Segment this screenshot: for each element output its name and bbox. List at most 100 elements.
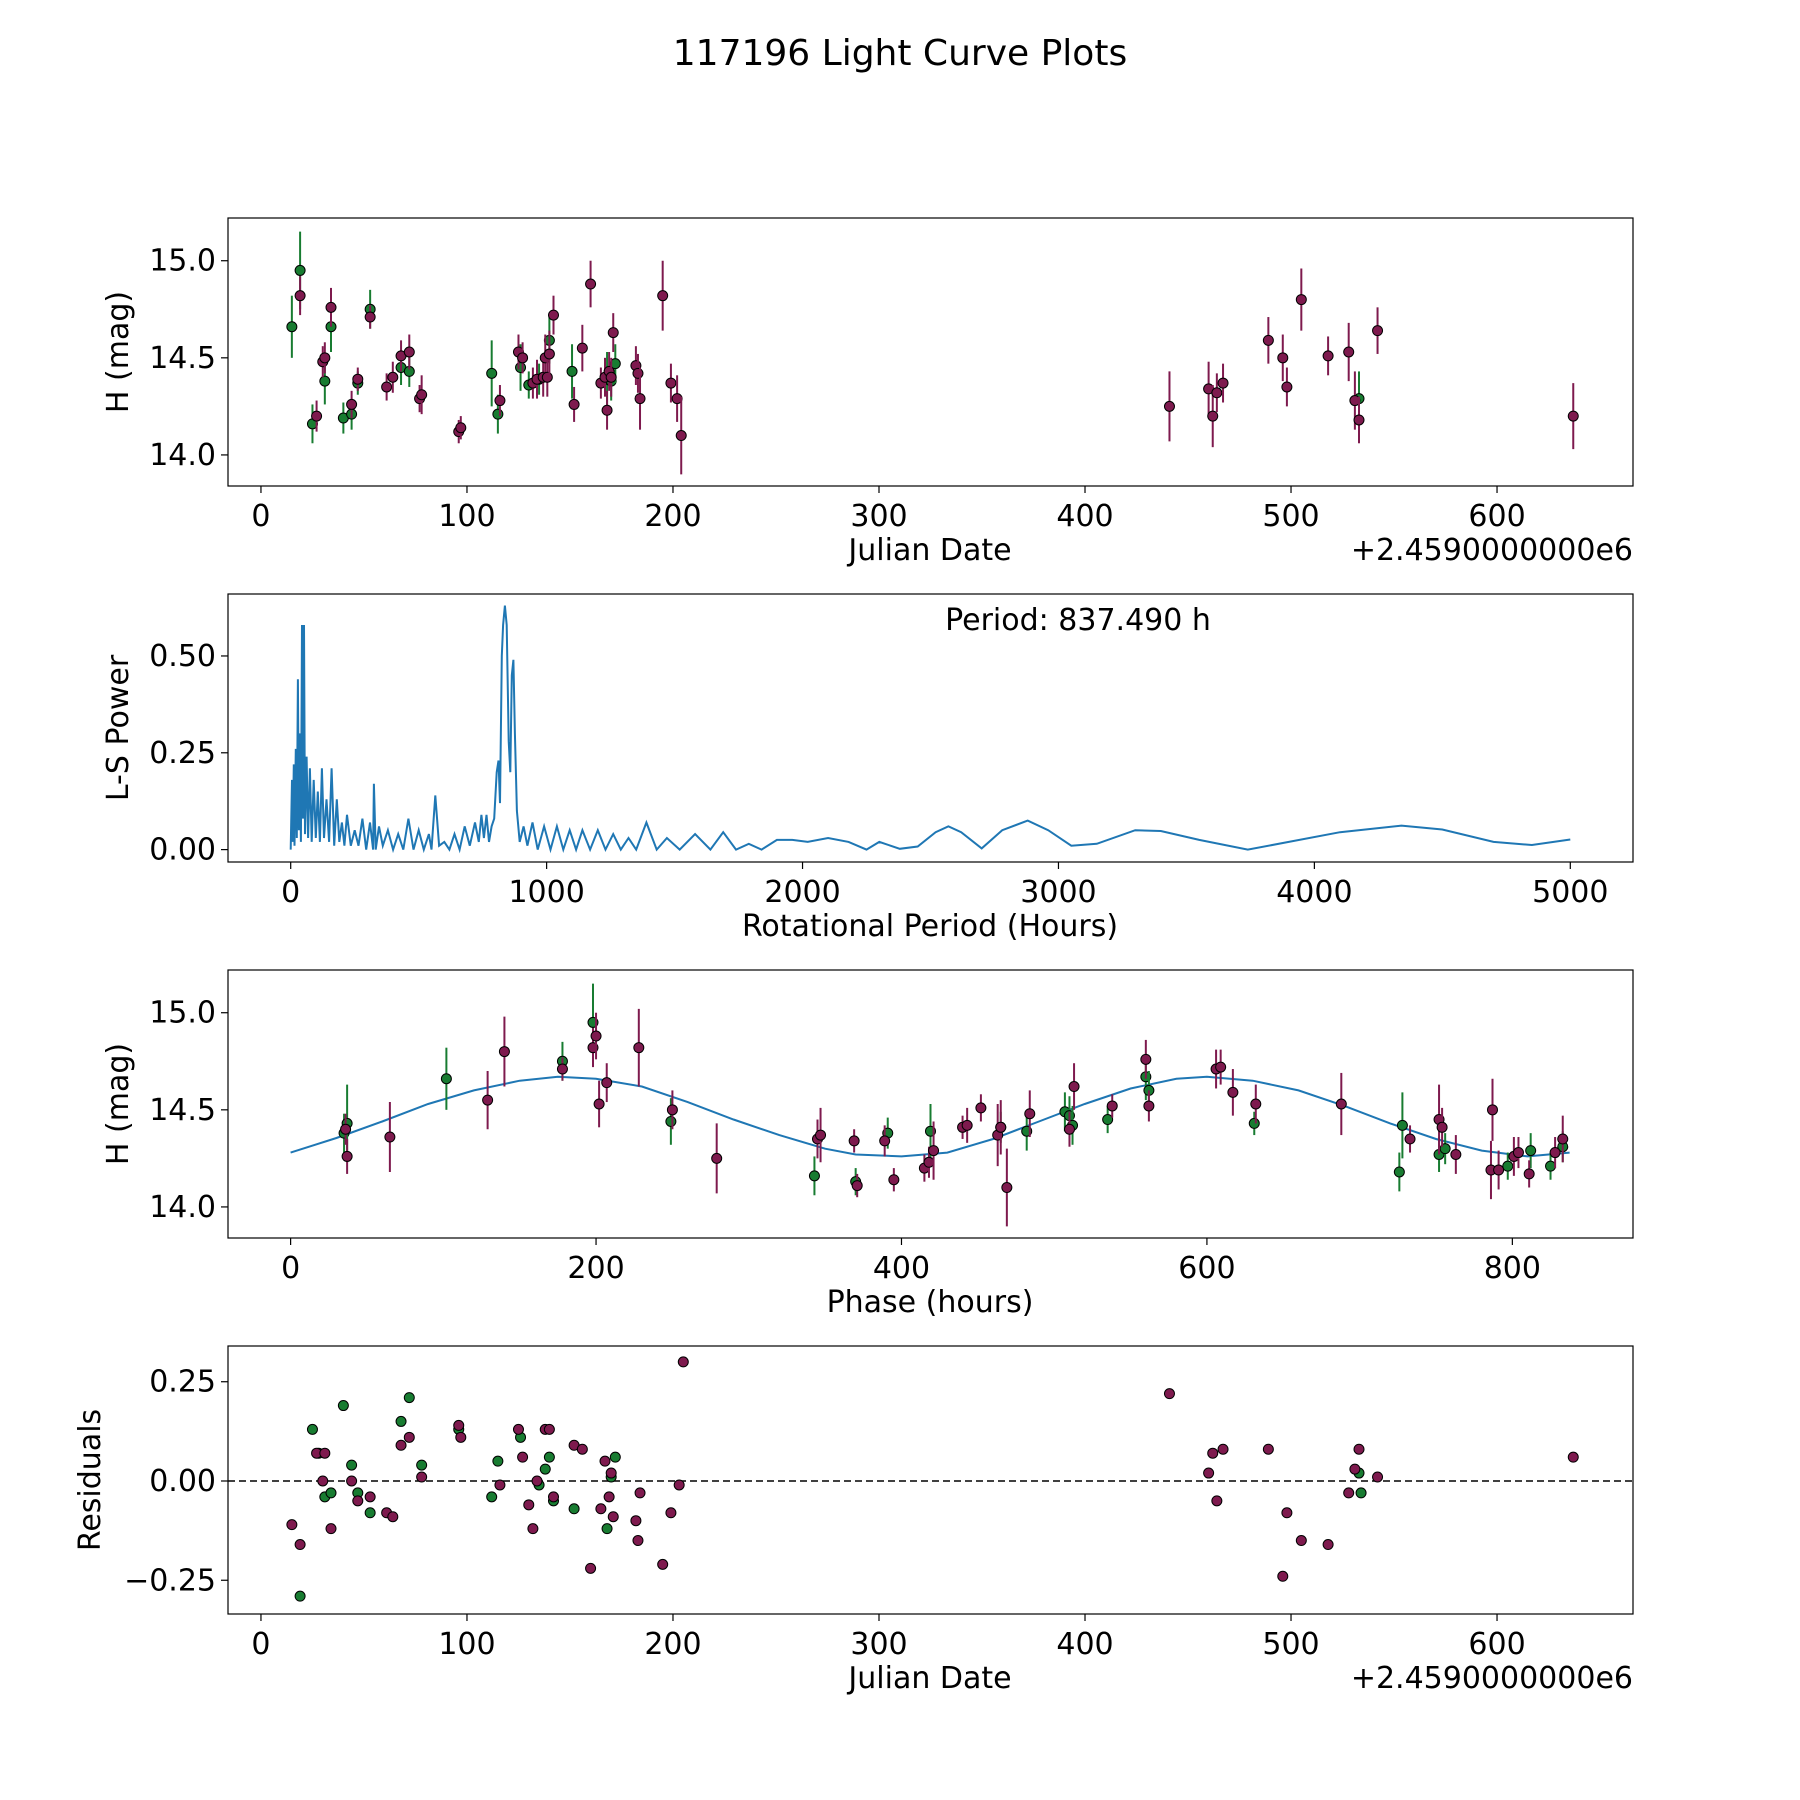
lightcurve-maroon-point bbox=[585, 278, 597, 290]
phased-maroon-point bbox=[1250, 1098, 1262, 1110]
periodogram-x-tick-label: 1000 bbox=[508, 875, 584, 910]
phased-maroon-point bbox=[1487, 1104, 1498, 1116]
lightcurve-maroon-point bbox=[1211, 387, 1223, 399]
residuals-maroon-point bbox=[416, 1471, 428, 1483]
residuals-maroon-point bbox=[673, 1479, 685, 1491]
phased-maroon-point bbox=[633, 1042, 645, 1054]
periodogram-x-ticks: 0 1000 2000 3000 4000 5000 bbox=[281, 862, 1608, 910]
lightcurve-maroon-point bbox=[352, 373, 364, 385]
residuals-x-tick-label: 500 bbox=[1262, 1627, 1319, 1662]
residuals-maroon-point bbox=[657, 1558, 669, 1570]
lightcurve-maroon-point bbox=[607, 327, 619, 339]
residuals-green-point bbox=[1355, 1487, 1367, 1499]
phased-maroon-point bbox=[1523, 1168, 1535, 1180]
residuals-x-tick-label: 600 bbox=[1468, 1627, 1525, 1662]
phased-green-point bbox=[1545, 1160, 1557, 1172]
residuals-maroon-point bbox=[599, 1455, 611, 1467]
lightcurve-y-tick-label: 15.0 bbox=[149, 244, 216, 279]
phased-maroon-point bbox=[1557, 1133, 1569, 1145]
phased-maroon-point bbox=[341, 1150, 353, 1162]
phased-green-point bbox=[1396, 1119, 1408, 1131]
residuals-maroon-point bbox=[387, 1511, 399, 1523]
lightcurve-maroon-point bbox=[1343, 346, 1355, 358]
residuals-maroon-point bbox=[677, 1356, 689, 1368]
phased-x-tick-label: 600 bbox=[1178, 1251, 1235, 1286]
lightcurve-y-axis-label: H (mag) bbox=[101, 291, 136, 413]
lightcurve-marks bbox=[286, 231, 1579, 475]
lightcurve-x-ticks: 0 100 200 300 400 500 600 bbox=[251, 486, 1526, 534]
residuals-maroon-point bbox=[325, 1523, 337, 1535]
lightcurve-x-axis-label: Julian Date bbox=[846, 533, 1011, 568]
lightcurve-maroon-point bbox=[387, 371, 399, 383]
phased-maroon-point bbox=[711, 1152, 723, 1164]
residuals-y-tick-label: −0.25 bbox=[124, 1563, 216, 1598]
residuals-maroon-point bbox=[630, 1515, 642, 1527]
lightcurve-maroon-point bbox=[1277, 352, 1289, 364]
phased-maroon-point bbox=[995, 1121, 1007, 1133]
phased-green-point bbox=[1502, 1160, 1514, 1172]
phased-maroon-point bbox=[666, 1104, 678, 1116]
residuals-maroon-point bbox=[286, 1519, 298, 1531]
residuals-x-tick-label: 400 bbox=[1056, 1627, 1113, 1662]
phased-x-tick-label: 800 bbox=[1484, 1251, 1541, 1286]
lightcurve-maroon-point bbox=[346, 398, 358, 410]
residuals-maroon-point bbox=[1295, 1535, 1307, 1547]
lightcurve-maroon-point bbox=[364, 311, 376, 323]
periodogram-plot-frame bbox=[227, 593, 1634, 863]
residuals-maroon-point bbox=[1262, 1443, 1274, 1455]
residuals-y-ticks: −0.25 0.00 0.25 bbox=[124, 1365, 228, 1598]
residuals-maroon-point bbox=[603, 1491, 615, 1503]
residuals-maroon-point bbox=[665, 1507, 677, 1519]
residuals-maroon-point bbox=[403, 1431, 415, 1443]
periodogram-y-axis-label: L-S Power bbox=[101, 654, 136, 801]
phased-maroon-point bbox=[1215, 1061, 1227, 1073]
residuals-maroon-point bbox=[1372, 1471, 1384, 1483]
phased-x-axis-label: Phase (hours) bbox=[827, 1285, 1034, 1320]
periodogram-x-tick-label: 0 bbox=[281, 875, 300, 910]
lightcurve-maroon-point bbox=[1262, 334, 1274, 346]
lightcurve-maroon-point bbox=[1372, 325, 1384, 337]
residuals-maroon-point bbox=[1211, 1495, 1223, 1507]
phased-maroon-point bbox=[590, 1030, 602, 1042]
residuals-x-offset-label: +2.4590000000e6 bbox=[1351, 1661, 1633, 1696]
lightcurve-maroon-point bbox=[294, 290, 306, 302]
residuals-green-point bbox=[486, 1491, 498, 1503]
lightcurve-green-point bbox=[294, 264, 306, 276]
residuals-green-point bbox=[294, 1590, 306, 1602]
lightcurve-maroon-point bbox=[1567, 410, 1579, 422]
lightcurve-x-tick-label: 300 bbox=[850, 499, 907, 534]
residuals-maroon-point bbox=[294, 1539, 306, 1551]
phased-maroon-point bbox=[975, 1102, 987, 1114]
lightcurve-maroon-point bbox=[1353, 414, 1365, 426]
residuals-green-point bbox=[601, 1523, 613, 1535]
phased-maroon-point bbox=[928, 1145, 940, 1157]
residuals-x-ticks: 0 100 200 300 400 500 600 bbox=[251, 1614, 1526, 1662]
residuals-maroon-point bbox=[531, 1475, 543, 1487]
phased-green-point bbox=[440, 1073, 452, 1085]
residuals-green-point bbox=[609, 1451, 621, 1463]
lightcurve-y-ticks: 14.0 14.5 15.0 bbox=[149, 244, 228, 473]
lightcurve-maroon-point bbox=[547, 309, 559, 321]
residuals-x-tick-label: 200 bbox=[644, 1627, 701, 1662]
lightcurve-maroon-point bbox=[601, 404, 613, 416]
residuals-y-tick-label: 0.25 bbox=[149, 1365, 216, 1400]
residuals-green-point bbox=[416, 1459, 428, 1471]
phased-plot-frame bbox=[227, 969, 1634, 1239]
period-annotation: Period: 837.490 h bbox=[945, 603, 1211, 638]
phased-green-point bbox=[1525, 1145, 1537, 1157]
residuals-maroon-point bbox=[352, 1495, 364, 1507]
residuals-maroon-point bbox=[364, 1491, 376, 1503]
lightcurve-maroon-point bbox=[517, 352, 529, 364]
residuals-green-point bbox=[395, 1415, 407, 1427]
residuals-green-point bbox=[403, 1392, 415, 1404]
lightcurve-maroon-point bbox=[665, 377, 677, 389]
phased-y-axis-label: H (mag) bbox=[101, 1043, 136, 1165]
residuals-maroon-point bbox=[1163, 1388, 1175, 1400]
residuals-maroon-point bbox=[595, 1503, 607, 1515]
residuals-green-point bbox=[543, 1451, 555, 1463]
lightcurve-green-point bbox=[492, 408, 504, 420]
phased-maroon-point bbox=[1227, 1086, 1239, 1098]
phased-maroon-point bbox=[961, 1119, 973, 1131]
phased-y-tick-label: 14.5 bbox=[149, 1093, 216, 1128]
